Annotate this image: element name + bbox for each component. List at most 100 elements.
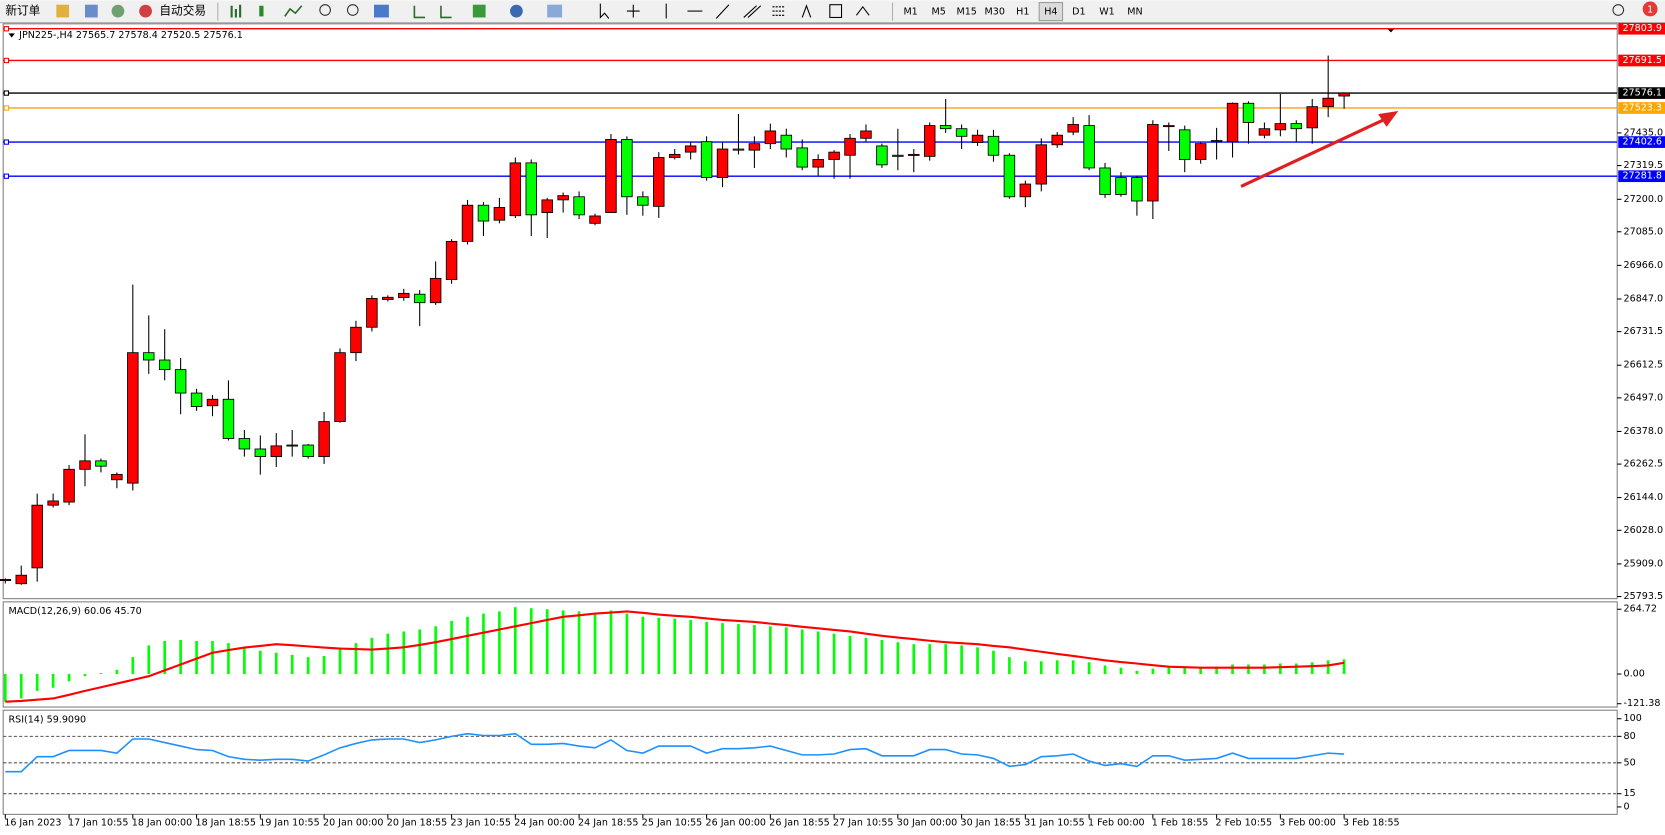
level-label: 27523.3: [1622, 102, 1661, 113]
y-tick-label: 50: [1624, 757, 1636, 768]
candle-body: [270, 445, 282, 458]
active-timeframe: [1038, 2, 1064, 22]
candle-body: [971, 134, 984, 143]
macd-bar: [705, 621, 708, 675]
timeframe-button[interactable]: M1: [903, 7, 917, 18]
icon[interactable]: [56, 4, 70, 18]
candle-body: [653, 157, 665, 207]
x-tick-label: 20 Jan 18:55: [387, 817, 447, 828]
toolbar-button[interactable]: 自动交易: [159, 4, 206, 18]
macd-bar: [737, 624, 740, 675]
arrows-icon[interactable]: [855, 5, 870, 16]
label-icon[interactable]: [829, 4, 843, 18]
channel-icon[interactable]: [743, 5, 762, 18]
candle-body: [190, 392, 203, 408]
timeframe-button[interactable]: W1: [1099, 7, 1115, 18]
candle-body: [589, 215, 601, 224]
candle-body: [445, 240, 458, 280]
candle-body: [1003, 154, 1016, 198]
macd-bar: [992, 650, 995, 675]
candle-body: [1274, 123, 1287, 131]
candle-body: [876, 145, 888, 166]
macd-bar: [3, 674, 7, 702]
trendline-icon[interactable]: [715, 4, 730, 19]
y-tick-label: 26144.0: [1624, 492, 1663, 503]
y-tick-label: 26497.0: [1624, 392, 1663, 403]
timeframe-button[interactable]: H4: [1044, 7, 1057, 18]
candle-icon[interactable]: [259, 5, 264, 17]
bar-chart-icon[interactable]: [230, 4, 242, 18]
y-tick-label: 100: [1624, 713, 1642, 724]
macd-bar: [800, 629, 804, 675]
notification-badge[interactable]: [1642, 1, 1658, 17]
period-icon[interactable]: [510, 4, 523, 18]
timeframe-button[interactable]: D1: [1072, 7, 1085, 18]
search-icon[interactable]: [1612, 4, 1625, 16]
macd-bar: [1071, 660, 1075, 675]
y-tick-label: 26612.5: [1624, 360, 1663, 371]
indicator-icon[interactable]: [472, 4, 486, 18]
macd-bar: [99, 673, 103, 675]
cursor-icon[interactable]: [599, 3, 610, 19]
candle-body: [541, 199, 553, 214]
y-tick-label: 27085.0: [1624, 226, 1663, 237]
candle-body: [143, 352, 155, 361]
auto-trade-icon[interactable]: [139, 4, 152, 18]
candle-body: [1035, 144, 1048, 185]
macd-bar: [1039, 661, 1043, 675]
candle-body: [1306, 106, 1318, 129]
level-label-bg: [1618, 170, 1665, 183]
macd-bar: [290, 654, 294, 675]
candle-body: [716, 148, 729, 178]
candle-body: [238, 438, 251, 450]
x-tick-label: 30 Jan 18:55: [961, 817, 1021, 828]
autoscroll-icon[interactable]: [413, 5, 426, 19]
macd-bar: [832, 633, 836, 675]
y-tick-label: 26028.0: [1624, 525, 1663, 536]
macd-bar: [928, 644, 932, 675]
macd-bar: [1263, 664, 1266, 675]
shift-icon[interactable]: [440, 5, 452, 19]
candle-body: [509, 162, 522, 217]
x-tick-label: 20 Jan 00:00: [323, 817, 383, 828]
level-label-bg: [1618, 136, 1665, 148]
main-panel: [2, 23, 1618, 600]
signal-line: [5, 610, 1345, 703]
timeframe-button[interactable]: M15: [957, 7, 977, 18]
zoom-in-icon[interactable]: [319, 4, 331, 16]
candle-body: [286, 444, 298, 447]
level-label: 27576.1: [1622, 88, 1661, 99]
zoom-out-icon[interactable]: [346, 4, 359, 16]
icon[interactable]: [85, 4, 98, 18]
text-icon[interactable]: [801, 4, 812, 18]
macd-bar: [1151, 668, 1155, 675]
collapse-marker: [8, 33, 15, 38]
y-tick-label: 26966.0: [1624, 260, 1663, 271]
tile-icon[interactable]: [374, 4, 389, 18]
trend-arrow: [1240, 118, 1386, 188]
template-icon[interactable]: [547, 4, 563, 18]
y-tick-label: -121.38: [1624, 698, 1661, 709]
timeframe-button[interactable]: H1: [1016, 7, 1029, 18]
timeframe-button[interactable]: M5: [931, 7, 945, 18]
candle-body: [987, 135, 1000, 156]
candle-body: [1163, 125, 1175, 128]
macd-bar: [115, 669, 119, 675]
candle-body: [923, 125, 936, 157]
timeframe-button[interactable]: MN: [1127, 7, 1142, 18]
macd-bar: [625, 613, 629, 675]
macd-bar: [593, 613, 597, 675]
macd-bar: [912, 644, 916, 675]
macd-bar: [529, 608, 533, 675]
macd-bar: [131, 657, 135, 675]
toolbar-button[interactable]: 新订单: [5, 4, 40, 18]
fibo-icon[interactable]: [772, 6, 786, 16]
timeframe-button[interactable]: M30: [985, 7, 1005, 18]
candle-body: [1338, 92, 1350, 97]
candle-body: [1099, 167, 1111, 195]
crosshair-icon[interactable]: [626, 4, 640, 18]
icon[interactable]: [111, 4, 125, 18]
line-chart-icon[interactable]: [284, 5, 303, 17]
candle-body: [111, 473, 123, 481]
